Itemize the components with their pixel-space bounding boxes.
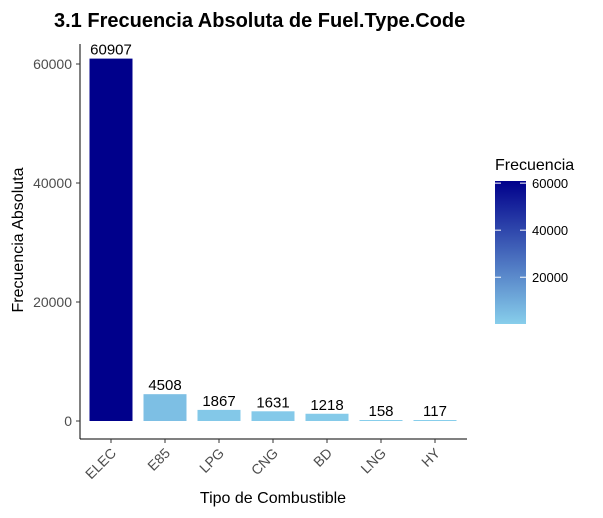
bar-e85 — [143, 394, 187, 421]
legend-ticks: 20000 40000 60000 — [495, 176, 568, 285]
y-tick-label: 0 — [64, 413, 72, 429]
data-label: 1631 — [256, 394, 289, 411]
x-tick-label: ELEC — [82, 445, 119, 482]
bar-lng — [359, 420, 403, 421]
legend-tick-label: 40000 — [532, 223, 568, 238]
data-label: 1218 — [310, 397, 343, 414]
x-tick-label: HY — [418, 444, 444, 470]
chart-title: 3.1 Frecuencia Absoluta de Fuel.Type.Cod… — [54, 10, 465, 32]
legend-tick-label: 60000 — [532, 176, 568, 191]
y-tick-label: 40000 — [33, 175, 72, 191]
legend-title: Frecuencia — [495, 157, 574, 174]
x-tick-label: BD — [310, 445, 335, 470]
data-label: 1867 — [202, 393, 235, 410]
y-axis-ticks: 0 20000 40000 60000 — [33, 56, 80, 429]
bars-group: 60907 4508 1867 1631 1218 158 117 — [89, 42, 457, 421]
bar-cng — [251, 411, 295, 421]
bar-hy — [413, 420, 457, 421]
legend-colorbar — [495, 181, 526, 324]
x-tick-label: E85 — [144, 445, 173, 474]
x-tick-label: LPG — [196, 445, 227, 476]
legend-tick-label: 20000 — [532, 270, 568, 285]
data-label: 158 — [368, 403, 393, 420]
bar-lpg — [197, 409, 241, 421]
bar-elec — [89, 58, 133, 421]
color-legend: Frecuencia 20000 40000 60000 — [495, 157, 574, 324]
x-axis-title: Tipo de Combustible — [200, 490, 346, 507]
x-tick-label: LNG — [357, 445, 389, 477]
y-tick-label: 20000 — [33, 294, 72, 310]
x-tick-label: CNG — [248, 445, 281, 478]
data-label: 117 — [423, 403, 447, 420]
y-tick-label: 60000 — [33, 56, 72, 72]
data-label: 4508 — [148, 377, 181, 394]
bar-bd — [305, 413, 349, 421]
y-axis-title: Frecuencia Absoluta — [10, 167, 27, 312]
x-axis-ticks: ELEC E85 LPG CNG BD LNG HY — [82, 439, 444, 482]
data-label: 60907 — [90, 42, 132, 59]
